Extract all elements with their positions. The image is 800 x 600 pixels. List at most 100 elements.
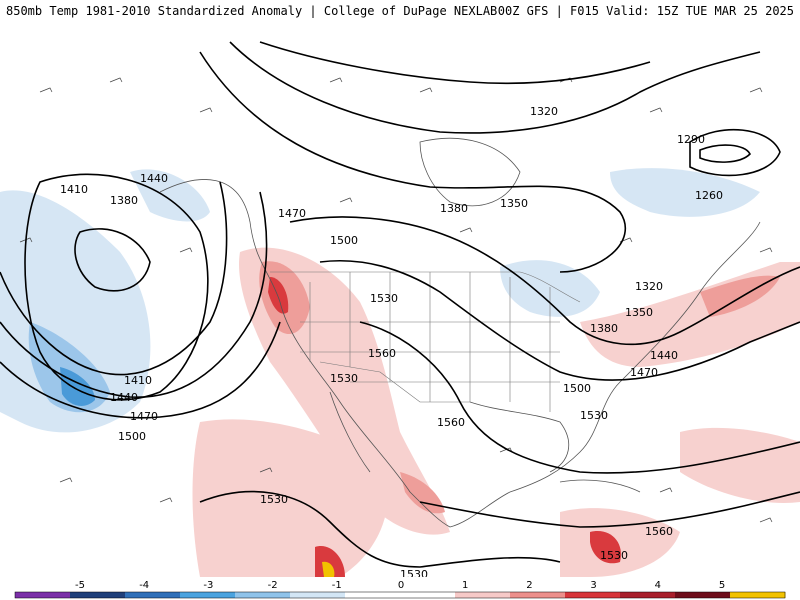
contour-1500-west <box>0 321 281 419</box>
color-scale-tick-label: -3 <box>203 580 213 591</box>
contour-1380-north <box>199 51 627 273</box>
color-swatch <box>565 592 621 598</box>
contour-label: 1530 <box>400 568 428 577</box>
contour-label: 1410 <box>60 183 88 196</box>
contour-label: 1500 <box>330 234 358 247</box>
color-scale-tick-label: 5 <box>719 580 725 591</box>
contour-label: 1440 <box>110 391 138 404</box>
contour-1320-north <box>259 41 651 85</box>
cool-anomaly-area <box>610 168 760 217</box>
contour-label: 1560 <box>437 416 465 429</box>
color-swatch <box>400 592 456 598</box>
color-scale-tick-label: -1 <box>332 580 342 591</box>
color-scale-outline <box>14 591 786 599</box>
contour-label: 1350 <box>625 306 653 319</box>
color-swatch <box>730 592 786 598</box>
color-scale-tick-label: 0 <box>398 580 404 591</box>
contour-low-pacific-inner <box>74 228 151 292</box>
contour-label: 1350 <box>500 197 528 210</box>
coastline-north-america <box>159 179 761 528</box>
wind-barbs <box>19 77 773 523</box>
contour-label: 1410 <box>124 374 152 387</box>
color-swatch <box>510 592 566 598</box>
contour-label: 1380 <box>110 194 138 207</box>
color-scale-swatches <box>14 591 786 599</box>
coastline-gulf <box>469 401 569 473</box>
coastline-hudson-bay <box>419 137 521 207</box>
contour-label: 1380 <box>590 322 618 335</box>
color-swatch <box>620 592 676 598</box>
warm-anomaly-area <box>680 427 800 503</box>
color-swatch <box>70 592 126 598</box>
contour-1560-south <box>419 491 800 528</box>
contour-label: 1470 <box>130 410 158 423</box>
color-swatch <box>125 592 181 598</box>
cool-anomaly-area <box>130 169 210 222</box>
color-swatch <box>675 592 731 598</box>
contour-label: 1500 <box>118 430 146 443</box>
color-swatch <box>15 592 71 598</box>
color-scale-tick-label: -4 <box>139 580 149 591</box>
contour-label: 1320 <box>635 280 663 293</box>
contour-label: 1290 <box>677 133 705 146</box>
contour-1350-north <box>229 41 761 134</box>
height-contours <box>0 41 800 568</box>
contour-1560-central <box>359 321 800 474</box>
anomaly-shading <box>0 168 800 577</box>
warm-anomaly-core <box>400 472 445 514</box>
contour-label: 1530 <box>260 493 288 506</box>
state-borders <box>300 272 560 412</box>
coastline-cuba <box>559 479 641 493</box>
warm-anomaly-peak <box>322 561 335 577</box>
contour-labels: 1320 1290 1260 1410 1440 1380 1470 1500 … <box>60 105 723 577</box>
contour-label: 1500 <box>563 382 591 395</box>
contour-label: 1260 <box>695 189 723 202</box>
color-swatch <box>180 592 236 598</box>
contour-label: 1440 <box>140 172 168 185</box>
cool-anomaly-peak <box>60 367 95 406</box>
contour-low-pacific-outer <box>24 173 209 401</box>
contour-label: 1380 <box>440 202 468 215</box>
color-scale-bar: -5 -4 -3 -2 -1 0 1 2 3 4 5 <box>14 580 786 599</box>
valid-time-label: 00Z GFS | F015 Valid: 15Z TUE MAR 25 202… <box>497 4 794 18</box>
color-scale-ticks: -5 -4 -3 -2 -1 0 1 2 3 4 5 <box>75 580 725 591</box>
contour-label: 1530 <box>580 409 608 422</box>
header-bar: 850mb Temp 1981-2010 Standardized Anomal… <box>0 0 800 22</box>
color-scale-tick-label: -2 <box>268 580 278 591</box>
color-scale-tick-label: 1 <box>462 580 468 591</box>
contour-1440-west <box>0 181 228 376</box>
political-borders <box>270 271 581 412</box>
us-canada-border <box>270 271 581 303</box>
contour-label: 1560 <box>645 525 673 538</box>
contour-label: 1470 <box>278 207 306 220</box>
color-scale-tick-label: 2 <box>526 580 532 591</box>
contour-label: 1440 <box>650 349 678 362</box>
warm-anomaly-area <box>560 508 680 577</box>
anomaly-map: 1320 1290 1260 1410 1440 1380 1470 1500 … <box>0 41 800 577</box>
contour-1290-low <box>689 128 781 177</box>
color-swatch <box>235 592 291 598</box>
contour-label: 1530 <box>370 292 398 305</box>
color-swatch <box>455 592 511 598</box>
contour-1470-west <box>0 191 268 398</box>
color-scale-tick-label: -5 <box>75 580 85 591</box>
color-swatch <box>345 592 401 598</box>
contour-label: 1320 <box>530 105 558 118</box>
coastline-baja <box>329 391 371 473</box>
color-swatch <box>290 592 346 598</box>
color-scale-tick-label: 3 <box>590 580 596 591</box>
coastlines <box>159 137 761 528</box>
warm-anomaly-core <box>315 546 345 577</box>
contour-label: 1530 <box>600 549 628 562</box>
contour-label: 1470 <box>630 366 658 379</box>
contour-1530-south <box>199 490 561 568</box>
contour-1500-central <box>289 216 800 346</box>
warm-anomaly-core <box>590 531 621 564</box>
contour-1530-central <box>319 259 800 381</box>
contour-1260-low <box>699 144 751 163</box>
product-title: 850mb Temp 1981-2010 Standardized Anomal… <box>6 4 498 18</box>
contour-label: 1530 <box>330 372 358 385</box>
contour-label: 1560 <box>368 347 396 360</box>
color-scale-tick-label: 4 <box>655 580 661 591</box>
